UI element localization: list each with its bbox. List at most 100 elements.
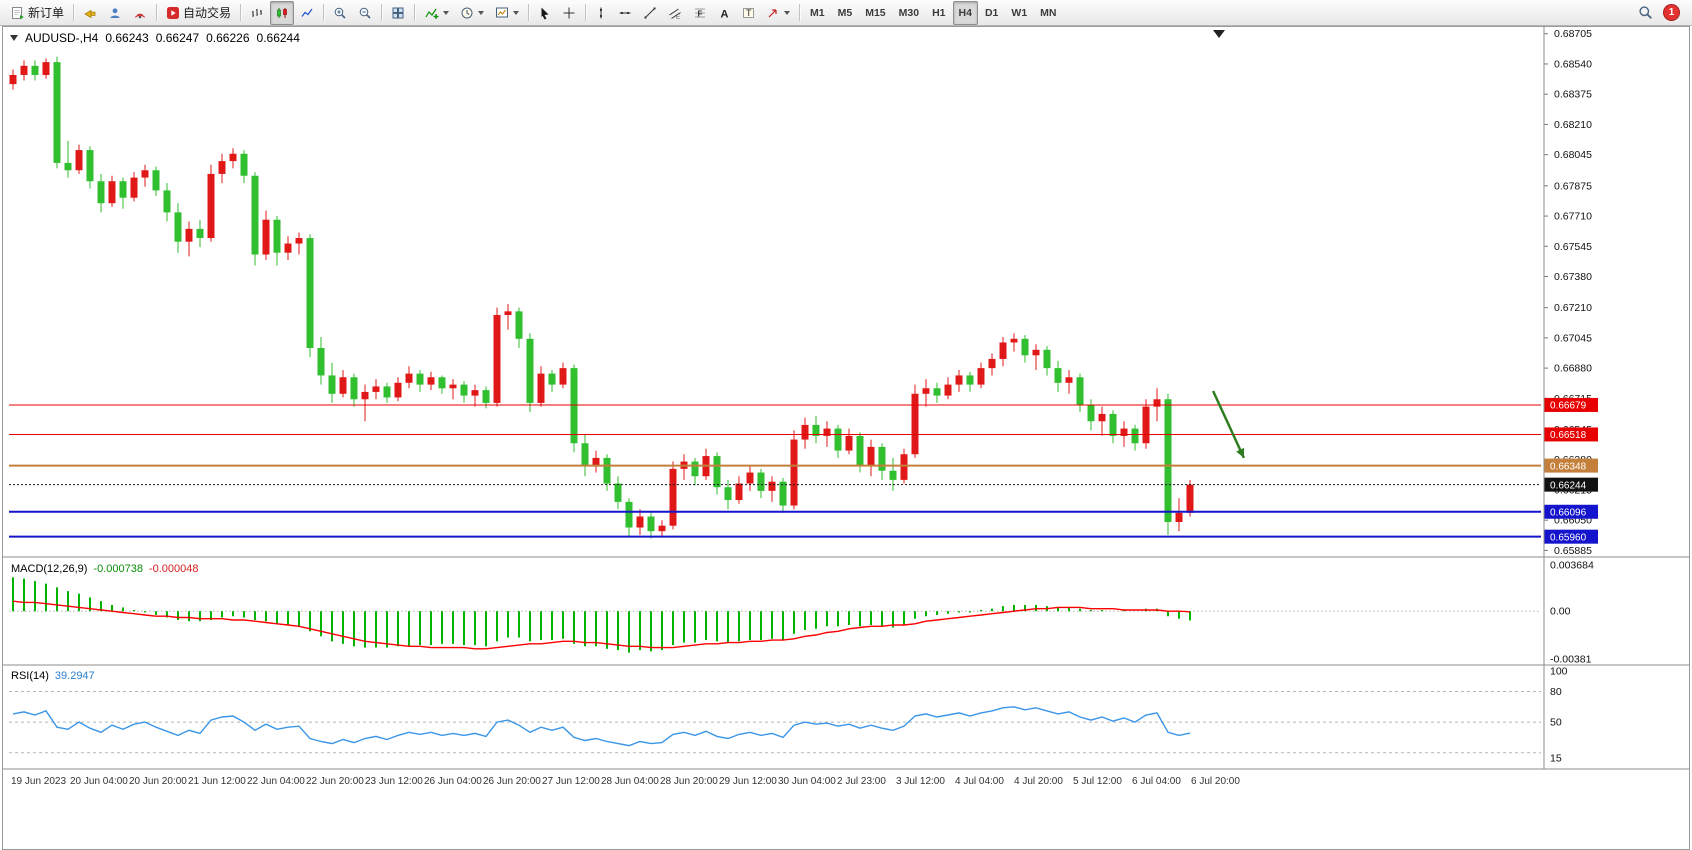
macd-signal-value: -0.000048	[148, 563, 199, 575]
text-tool-button[interactable]: A	[713, 1, 736, 25]
price-level-badge-text: 0.66679	[1550, 401, 1587, 412]
price-level-badge-text: 0.66244	[1550, 480, 1587, 491]
indicators-icon	[424, 6, 439, 20]
svg-text:E: E	[676, 14, 680, 20]
arrow-annotation[interactable]	[1211, 390, 1246, 459]
toolbar-separator	[323, 4, 325, 21]
bar-chart-button[interactable]	[245, 1, 269, 25]
fibonacci-tool-button[interactable]: F	[688, 1, 712, 25]
price-tick-label: 0.67380	[1554, 271, 1592, 283]
candle-up	[471, 390, 479, 396]
time-axis-label: 19 Jun 2023	[11, 776, 66, 787]
arrow-annotation-head	[1236, 447, 1245, 458]
chart-shift-marker[interactable]	[1213, 30, 1225, 38]
periods-button[interactable]	[455, 1, 489, 25]
timeframe-d1-button[interactable]: D1	[979, 1, 1004, 25]
crosshair-button[interactable]	[557, 1, 581, 25]
vertical-line-tool-button[interactable]	[590, 1, 612, 25]
time-axis-label: 26 Jun 04:00	[424, 776, 482, 787]
price-level-badge-text: 0.66518	[1550, 430, 1587, 441]
timeframe-label: M5	[837, 6, 853, 19]
equidistant-channel-tool-button[interactable]: E	[663, 1, 687, 25]
timeframe-label: H4	[958, 6, 972, 19]
candle-down	[1109, 413, 1117, 436]
candle-down	[713, 456, 721, 488]
signals-button[interactable]	[128, 1, 152, 25]
candle-down	[1164, 399, 1172, 523]
candlestick-chart-button[interactable]	[270, 0, 295, 25]
candle-down	[933, 388, 941, 396]
arrows-tool-button[interactable]	[761, 1, 795, 25]
line-chart-button[interactable]	[295, 1, 319, 25]
candle-down	[966, 375, 974, 385]
candle-up	[108, 181, 116, 204]
low-value: 0.66226	[206, 31, 250, 45]
trendline-icon	[643, 6, 657, 20]
cursor-button[interactable]	[533, 1, 556, 25]
horizontal-line-tool-button[interactable]	[613, 1, 637, 25]
macd-axis-label: 0.00	[1550, 606, 1571, 618]
timeframe-h1-button[interactable]: H1	[926, 1, 951, 25]
notification-badge[interactable]: 1	[1663, 4, 1680, 21]
alerts-button[interactable]	[78, 1, 102, 25]
zoom-in-icon	[333, 6, 347, 20]
candle-down	[174, 212, 182, 242]
candle-up	[284, 243, 292, 253]
tile-windows-button[interactable]	[386, 1, 410, 25]
zoom-out-button[interactable]	[353, 1, 377, 25]
candle-up	[449, 384, 457, 389]
candle-up	[944, 384, 952, 396]
price-level-badge	[1544, 504, 1598, 519]
candle-up	[801, 424, 809, 440]
new-order-button[interactable]: 新订单	[6, 1, 69, 25]
candle-up	[592, 457, 600, 466]
candle-up	[999, 342, 1007, 359]
candle-down	[317, 347, 325, 376]
candle-up	[636, 516, 644, 528]
candle-up	[427, 377, 435, 385]
candle-down	[526, 338, 534, 403]
trendline-tool-button[interactable]	[638, 1, 662, 25]
price-level-badge	[1544, 458, 1598, 473]
chart-canvas[interactable]: 0.68705 0.68540 0.68375 0.68210 0.68045 0.678…	[3, 27, 1689, 849]
candle-down	[163, 190, 171, 213]
candle-down	[97, 181, 105, 204]
close-value: 0.66244	[256, 31, 300, 45]
candle-down	[570, 368, 578, 444]
collapse-icon[interactable]	[10, 35, 18, 41]
text-label-tool-button[interactable]: T	[737, 1, 760, 25]
candle-up	[746, 472, 754, 484]
community-button[interactable]	[103, 1, 127, 25]
candle-up	[1065, 377, 1073, 383]
price-level-badge-text: 0.66096	[1550, 508, 1587, 519]
candle-up	[1142, 406, 1150, 444]
timeframe-m30-button[interactable]: M30	[893, 1, 925, 25]
macd-indicator-label: MACD(12,26,9) -0.000738 -0.000048	[11, 563, 199, 575]
timeframe-h4-button[interactable]: H4	[952, 0, 978, 25]
candle-up	[130, 177, 138, 198]
horizontal-line-icon	[618, 7, 632, 19]
fibonacci-icon: F	[693, 6, 707, 20]
candle-down	[152, 170, 160, 191]
candle-up	[658, 525, 666, 532]
search-button[interactable]	[1633, 1, 1658, 25]
search-icon	[1638, 5, 1653, 20]
timeframe-m5-button[interactable]: M5	[832, 1, 859, 25]
price-tick-label: 0.68210	[1554, 119, 1592, 131]
plot-background[interactable]	[3, 27, 1689, 769]
indicators-button[interactable]	[419, 1, 454, 25]
timeframe-w1-button[interactable]: W1	[1005, 1, 1033, 25]
price-level-badge	[1544, 397, 1598, 412]
auto-trading-button[interactable]: 自动交易	[161, 1, 236, 25]
zoom-in-button[interactable]	[328, 1, 352, 25]
timeframe-m15-button[interactable]: M15	[859, 1, 891, 25]
timeframe-m1-button[interactable]: M1	[804, 1, 831, 25]
candle-down	[416, 373, 424, 385]
timeframe-mn-button[interactable]: MN	[1034, 1, 1062, 25]
templates-button[interactable]	[490, 1, 524, 25]
candle-down	[548, 373, 556, 385]
candle-down	[779, 481, 787, 506]
toolbar-separator	[381, 4, 383, 21]
time-axis-label: 28 Jun 20:00	[660, 776, 718, 787]
candle-down	[251, 175, 259, 255]
